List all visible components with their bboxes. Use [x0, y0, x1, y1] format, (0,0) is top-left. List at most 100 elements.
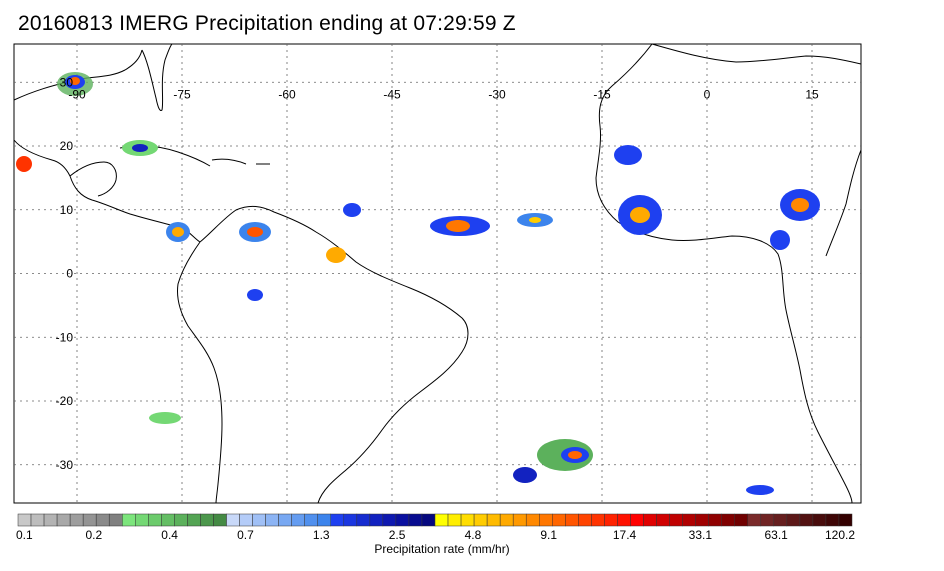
latitude-label: -20: [56, 394, 74, 408]
colorbar-swatch: [56, 513, 71, 527]
colorbar-swatch: [539, 513, 553, 527]
colorbar-tick-label: 33.1: [688, 528, 713, 542]
colorbar-swatch: [356, 513, 371, 527]
colorbar-swatch: [695, 513, 709, 527]
latitude-label: 30: [60, 75, 74, 89]
colorbar-swatch: [799, 513, 814, 527]
latitude-label: 10: [60, 203, 74, 217]
colorbar-swatch: [825, 513, 840, 527]
colorbar-swatch: [812, 513, 827, 527]
colorbar-swatch: [643, 513, 657, 527]
longitude-label: -90: [68, 87, 86, 101]
colorbar-tick-label: 4.8: [464, 528, 482, 542]
colorbar-swatch: [630, 513, 644, 527]
colorbar-swatch: [656, 513, 670, 527]
colorbar-swatch: [226, 513, 240, 527]
colorbar-swatch: [682, 513, 696, 527]
colorbar-swatch: [278, 513, 292, 527]
colorbar-swatch: [669, 513, 683, 527]
colorbar-swatch: [213, 513, 227, 527]
latitude-labels: 30 20 10 0 -10 -20 -30: [56, 75, 74, 472]
colorbar-tick-label: 1.3: [312, 528, 330, 542]
longitude-label: -15: [593, 87, 611, 101]
colorbar-tick-label: 0.1: [16, 528, 33, 542]
colorbar-swatch: [486, 513, 501, 527]
latitude-label: -10: [56, 330, 74, 344]
colorbar-swatch: [330, 513, 345, 527]
longitude-label: 0: [704, 87, 711, 101]
florida: [141, 43, 173, 111]
colorbar-tick-label: 63.1: [764, 528, 788, 542]
africa-west: [595, 43, 853, 504]
colorbar-swatch: [343, 513, 358, 527]
colorbar: [17, 513, 853, 527]
colorbar-swatch: [252, 513, 266, 527]
south-america-west: [177, 241, 223, 504]
colorbar-swatch: [447, 513, 462, 527]
colorbar-swatch: [304, 513, 318, 527]
longitude-labels: -90 -75 -60 -45 -30 -15 0 15: [68, 87, 819, 101]
colorbar-swatch: [708, 513, 722, 527]
colorbar-swatch: [122, 513, 136, 527]
gulf-coast: [13, 49, 143, 101]
colorbar-tick-label: 0.4: [161, 528, 178, 542]
colorbar-swatch: [30, 513, 45, 527]
colorbar-tick-label: 17.4: [612, 528, 637, 542]
colorbar-title-text: Precipitation rate (mm/hr): [374, 542, 510, 556]
colorbar-tick-label: 0.7: [237, 528, 254, 542]
colorbar-swatch: [617, 513, 631, 527]
colorbar-swatch: [95, 513, 110, 527]
colorbar-swatch: [317, 513, 332, 527]
yucatan: [69, 161, 117, 197]
colorbar-swatch: [591, 513, 605, 527]
colorbar-swatch: [161, 513, 175, 527]
africa-north: [651, 43, 862, 65]
colorbar-swatch: [382, 513, 397, 527]
colorbar-swatch: [434, 513, 449, 527]
colorbar-swatch: [369, 513, 384, 527]
colorbar-swatch: [721, 513, 735, 527]
coastlines: [13, 43, 862, 504]
colorbar-swatch: [473, 513, 488, 527]
colorbar-swatch: [525, 513, 540, 527]
colorbar-swatch: [565, 513, 579, 527]
colorbar-swatch: [512, 513, 527, 527]
colorbar-swatch: [734, 513, 748, 527]
colorbar-tick-label: 120.2: [824, 528, 856, 542]
colorbar-swatch: [838, 513, 853, 527]
colorbar-swatch: [578, 513, 592, 527]
colorbar-swatch: [786, 513, 801, 527]
colorbar-swatch: [421, 513, 436, 527]
colorbar-swatch: [773, 513, 788, 527]
colorbar-swatch: [499, 513, 514, 527]
colorbar-swatch: [265, 513, 279, 527]
colorbar-swatch: [148, 513, 162, 527]
colorbar-swatch: [174, 513, 188, 527]
longitude-label: -75: [173, 87, 191, 101]
colorbar-swatch: [82, 513, 97, 527]
longitude-label: -30: [488, 87, 506, 101]
colorbar-swatch: [239, 513, 253, 527]
hispaniola: [211, 158, 247, 165]
longitude-label: -45: [383, 87, 401, 101]
colorbar-swatch: [17, 513, 32, 527]
colorbar-swatch: [408, 513, 423, 527]
colorbar-tick-labels: 0.1 0.2 0.4 0.7 1.3 2.5 4.8 9.1 17.4 33.1 63.1 120.…: [0, 528, 944, 544]
map-title: 20160813 IMERG Precipitation ending at 0…: [18, 12, 516, 35]
longitude-label: -60: [278, 87, 296, 101]
latitude-label: -30: [56, 458, 74, 472]
colorbar-swatch: [187, 513, 201, 527]
colorbar-swatch: [69, 513, 84, 527]
colorbar-swatch: [760, 513, 775, 527]
colorbar-swatch: [552, 513, 566, 527]
colorbar-tick-label: 9.1: [540, 528, 558, 542]
colorbar-swatch: [604, 513, 618, 527]
latitude-label: 0: [66, 267, 73, 281]
colorbar-tick-label: 2.5: [388, 528, 406, 542]
colorbar-swatch: [108, 513, 123, 527]
south-america: [199, 205, 469, 504]
horn-africa: [825, 149, 862, 257]
colorbar-tick-label: 0.2: [85, 528, 103, 542]
colorbar-swatch: [291, 513, 305, 527]
